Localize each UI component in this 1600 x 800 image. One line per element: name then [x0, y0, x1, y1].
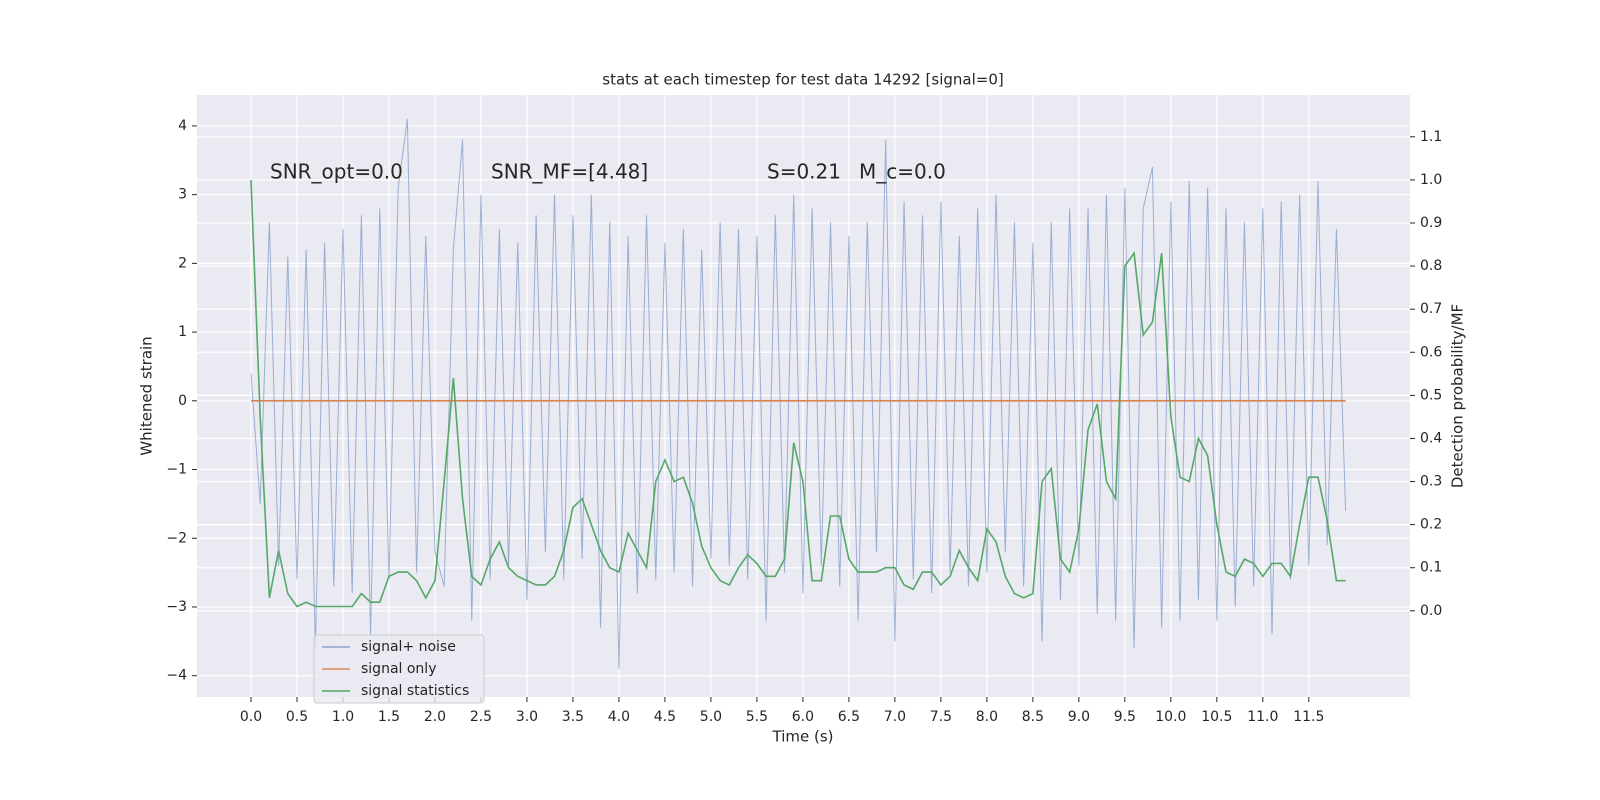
x-tick-label: 7.0 [884, 709, 906, 725]
y2-tick-label: 0.2 [1420, 517, 1442, 533]
x-tick-label: 3.0 [516, 709, 538, 725]
y-tick-label: −2 [166, 530, 187, 546]
x-tick-label: 1.5 [378, 709, 400, 725]
y-tick-label: 3 [178, 187, 187, 203]
legend-box [313, 634, 485, 704]
legend: signal+ noise signal only signal statistic… [313, 634, 485, 704]
x-tick-label: 8.5 [1022, 709, 1044, 725]
y2-tick-label: 0.6 [1420, 344, 1442, 360]
y2-tick-label: 0.4 [1420, 430, 1442, 446]
x-tick-label: 1.0 [332, 709, 354, 725]
x-tick-label: 3.5 [562, 709, 584, 725]
annotation: M_c=0.0 [859, 160, 946, 184]
x-tick-label: 6.0 [792, 709, 814, 725]
legend-label: signal only [361, 661, 436, 677]
x-tick-label: 6.5 [838, 709, 860, 725]
annotation: S=0.21 [767, 160, 841, 184]
chart-title: stats at each timestep for test data 142… [602, 71, 1003, 89]
y-tick-label: −1 [166, 462, 187, 478]
y-tick-label: 0 [178, 393, 187, 409]
y-tick-label: 4 [178, 118, 187, 134]
y-tick-label: 2 [178, 255, 187, 271]
series-line [250, 118, 1347, 669]
legend-label: signal+ noise [361, 639, 456, 655]
y2-axis-label: Detection probability/MF [1449, 304, 1467, 488]
x-tick-label: 0.0 [240, 709, 262, 725]
grid [197, 95, 1410, 697]
y2-tick-label: 0.3 [1420, 474, 1442, 490]
x-tick-label: 2.5 [470, 709, 492, 725]
x-tick-label: 10.0 [1155, 709, 1186, 725]
y2-tick-label: 0.7 [1420, 301, 1442, 317]
y2-tick-label: 0.0 [1420, 603, 1442, 619]
y-tick-label: −3 [166, 599, 187, 615]
legend-label: signal statistics [361, 683, 469, 699]
y2-tick-label: 0.1 [1420, 560, 1442, 576]
y2-tick-label: 1.1 [1420, 129, 1442, 145]
y-axis-label: Whitened strain [138, 336, 156, 455]
x-tick-label: 10.5 [1201, 709, 1232, 725]
x-tick-label: 0.5 [286, 709, 308, 725]
x-tick-label: 7.5 [930, 709, 952, 725]
x-tick-label: 9.5 [1114, 709, 1136, 725]
x-tick-label: 8.0 [976, 709, 998, 725]
x-tick-label: 5.0 [700, 709, 722, 725]
x-tick-label: 4.5 [654, 709, 676, 725]
x-axis-label: Time (s) [772, 728, 834, 746]
y-tick-label: 1 [178, 324, 187, 340]
x-tick-label: 4.0 [608, 709, 630, 725]
y-tick-label: −4 [166, 668, 187, 684]
marks [250, 118, 1347, 669]
y2-tick-label: 1.0 [1420, 172, 1442, 188]
x-tick-label: 11.5 [1293, 709, 1324, 725]
annotation: SNR_opt=0.0 [270, 160, 403, 184]
annotation: SNR_MF=[4.48] [491, 160, 648, 184]
y2-tick-label: 0.8 [1420, 258, 1442, 274]
x-tick-label: 11.0 [1247, 709, 1278, 725]
overlay: 0.0 0.5 1.0 1.5 2.0 2.5 3.0 3.5 4.0 4.5 5.0 5.5 6.0 6… [166, 118, 1442, 725]
y2-tick-label: 0.5 [1420, 387, 1442, 403]
y2-tick-label: 0.9 [1420, 215, 1442, 231]
x-tick-label: 9.0 [1068, 709, 1090, 725]
x-tick-label: 5.5 [746, 709, 768, 725]
x-tick-label: 2.0 [424, 709, 446, 725]
series-line [250, 179, 1346, 608]
